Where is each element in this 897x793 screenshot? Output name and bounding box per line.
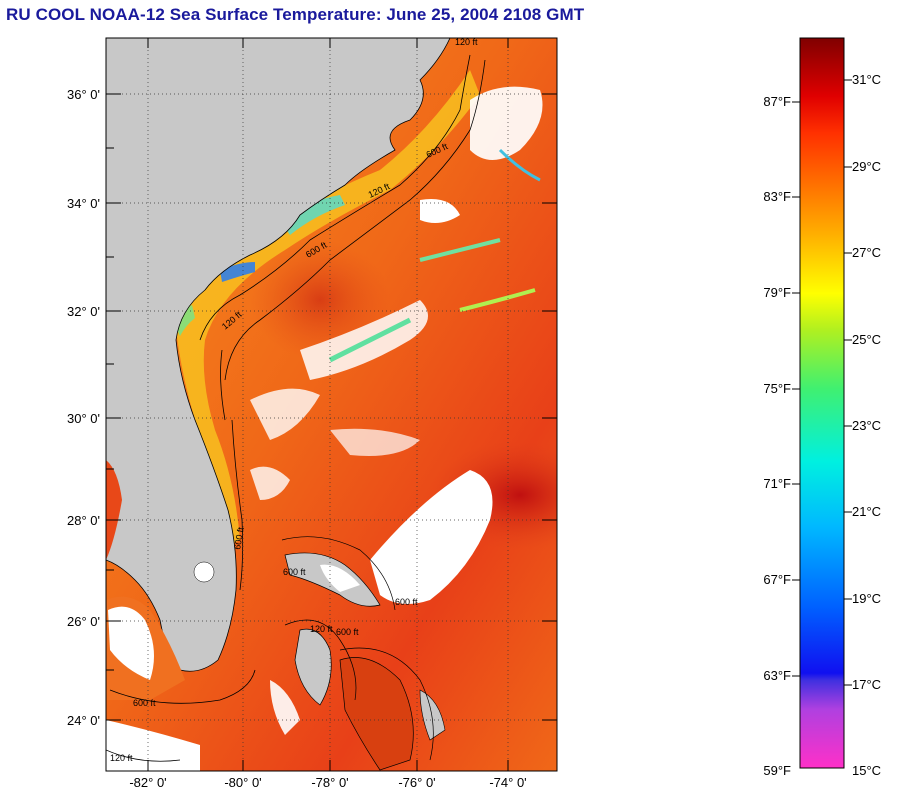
colorbar-fahrenheit-label: 67°F <box>763 572 791 587</box>
map-title: RU COOL NOAA-12 Sea Surface Temperature:… <box>6 5 585 24</box>
cloud-mask <box>270 680 300 735</box>
coastal-cool-patch <box>280 195 345 235</box>
map-frame <box>105 37 558 772</box>
contour-label: 600 ft <box>133 698 156 708</box>
colorbar-fahrenheit-label: 87°F <box>763 94 791 109</box>
cloud-mask <box>250 388 320 440</box>
contour-label: 600 ft <box>232 526 246 550</box>
colorbar-celsius-label: 17°C <box>852 677 881 692</box>
coastal-cool-patch <box>175 305 195 336</box>
map-panel: 120 ft 600 ft 120 ft 600 ft 120 ft 600 f… <box>106 37 557 771</box>
colorbar-fahrenheit-label: 63°F <box>763 668 791 683</box>
colorbar-fahrenheit-label: 75°F <box>763 381 791 396</box>
colorbar-celsius-label: 15°C <box>852 763 881 778</box>
contour-label: 120 ft <box>110 753 133 763</box>
latitude-label: 34° 0' <box>67 196 100 211</box>
lake-okeechobee <box>193 561 215 583</box>
longitude-label: -82° 0' <box>129 775 166 790</box>
latitude-label: 26° 0' <box>67 614 100 629</box>
contour-label: 120 ft <box>455 37 478 47</box>
colorbar-celsius-label: 23°C <box>852 418 881 433</box>
cloud-mask <box>108 606 154 680</box>
exuma-island <box>419 689 446 741</box>
contour-120ft <box>199 54 471 341</box>
andros-island <box>294 628 332 706</box>
longitude-label: -80° 0' <box>224 775 261 790</box>
contour-bahamas <box>339 647 434 761</box>
cloud-mask <box>470 86 543 160</box>
temperature-colorbar <box>799 37 845 769</box>
contour-label: 600 ft <box>395 597 418 607</box>
latitude-label: 28° 0' <box>67 513 100 528</box>
cloud-mask <box>106 720 200 771</box>
axis-ticks <box>106 38 557 771</box>
latitude-label: 36° 0' <box>67 87 100 102</box>
cloud-mask <box>330 428 420 456</box>
cloud-mask <box>420 199 460 224</box>
colorbar-celsius-label: 21°C <box>852 504 881 519</box>
contour-label: 600 ft <box>283 567 306 577</box>
cool-filament <box>328 317 412 363</box>
colorbar-celsius-label: 27°C <box>852 245 881 260</box>
nearshore-warm-band <box>175 70 480 545</box>
gulf-water <box>106 460 122 560</box>
longitude-label: -74° 0' <box>489 775 526 790</box>
cool-filament <box>498 148 541 182</box>
colorbar-celsius-label: 31°C <box>852 72 881 87</box>
cloud-mask <box>320 564 360 592</box>
longitude-label: -78° 0' <box>311 775 348 790</box>
colorbar-celsius-label: 25°C <box>852 332 881 347</box>
latitude-label: 24° 0' <box>67 713 100 728</box>
great-bahama-bank <box>339 657 414 771</box>
longitude-label: -76° 0' <box>398 775 435 790</box>
contour-600ft <box>224 59 486 381</box>
cloud-mask <box>250 466 290 500</box>
colorbar-ticks <box>792 79 852 686</box>
contour-120ft-florida <box>220 349 226 421</box>
contour-keys <box>109 669 256 704</box>
cloud-mask <box>370 470 493 604</box>
colorbar-celsius-label: 29°C <box>852 159 881 174</box>
colorbar-celsius-label: 19°C <box>852 591 881 606</box>
cool-filament <box>419 238 501 262</box>
contour-label: 120 ft <box>310 624 333 634</box>
contour-label: 600 ft <box>336 627 359 637</box>
latitude-label: 32° 0' <box>67 304 100 319</box>
contour-bahamas <box>284 619 357 701</box>
colorbar-fahrenheit-label: 71°F <box>763 476 791 491</box>
contour-keys <box>106 749 181 762</box>
cool-filament <box>459 288 536 312</box>
contour-600ft-florida <box>231 419 244 591</box>
colorbar-fahrenheit-label: 83°F <box>763 189 791 204</box>
latitude-label: 30° 0' <box>67 411 100 426</box>
colorbar-fahrenheit-label: 79°F <box>763 285 791 300</box>
contour-bahamas <box>281 536 396 611</box>
colorbar-fahrenheit-label: 59°F <box>763 763 791 778</box>
